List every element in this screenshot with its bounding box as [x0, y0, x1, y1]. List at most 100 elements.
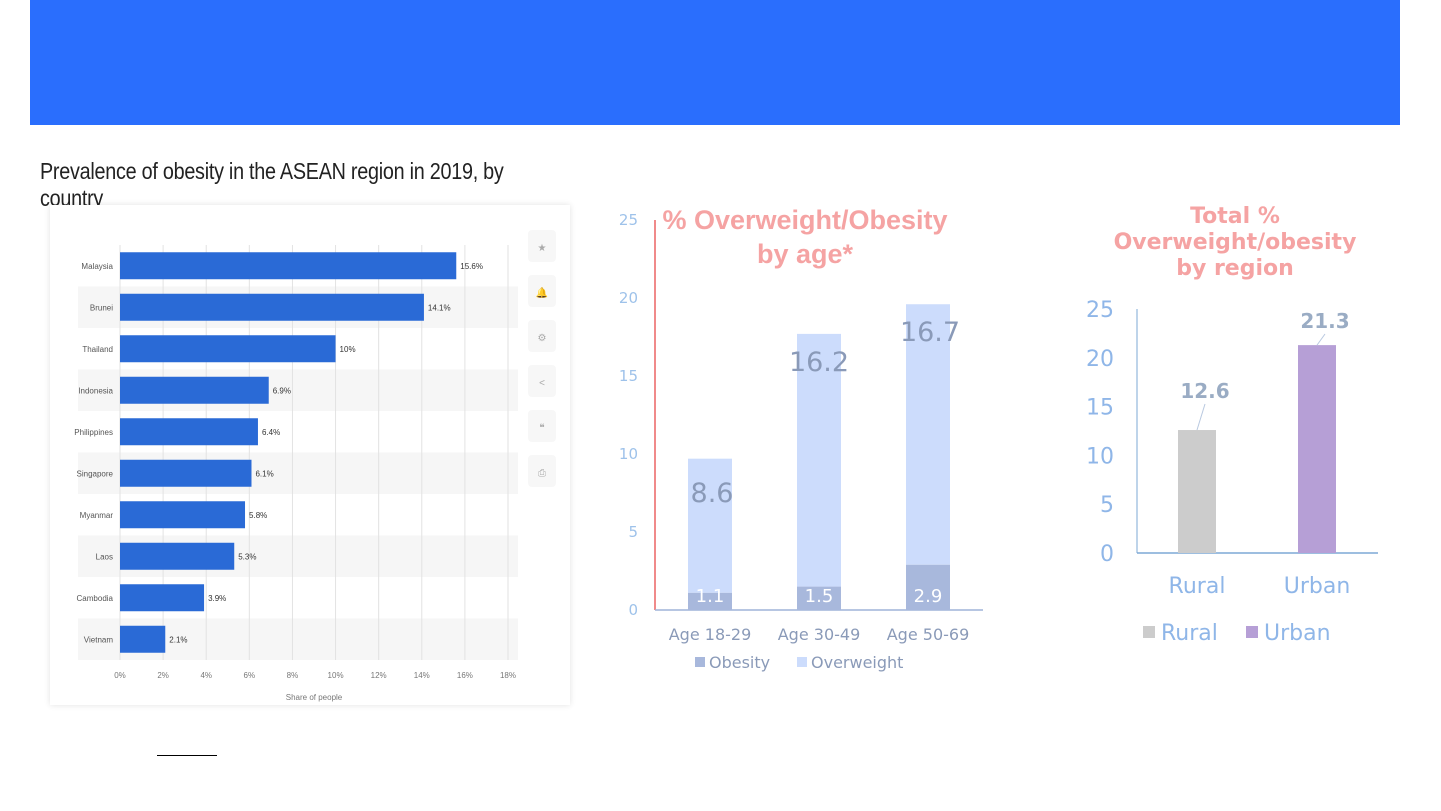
- toolbar-tile: [528, 365, 556, 397]
- overweight-value-label: 16.2: [789, 347, 849, 378]
- legend-swatch-urban: [1246, 626, 1258, 638]
- country-bar: [120, 335, 336, 363]
- bar-value-label: 5.8%: [249, 511, 267, 520]
- y-tick-label: 25: [619, 211, 638, 229]
- bar-value-label: 5.3%: [238, 552, 256, 561]
- country-bar: [120, 376, 269, 404]
- country-label: Cambodia: [77, 594, 114, 603]
- share-icon: <: [539, 378, 545, 389]
- country-label: Philippines: [74, 428, 113, 437]
- y-tick-label: 20: [1086, 347, 1114, 372]
- obesity-value-label: 2.9: [914, 586, 943, 607]
- bar-value-label: 2.1%: [169, 635, 187, 644]
- leader-line: [1196, 403, 1206, 431]
- overweight-value-label: 8.6: [691, 478, 734, 509]
- overweight-value-label: 16.7: [900, 317, 960, 348]
- y-tick-label: 5: [1100, 493, 1114, 518]
- y-tick-label: 20: [619, 289, 638, 307]
- bar-value-label: 6.9%: [273, 386, 291, 395]
- y-tick-label: 10: [619, 445, 638, 463]
- bar-value-label: 6.4%: [262, 428, 280, 437]
- country-label: Singapore: [77, 469, 114, 478]
- obesity-bar: [906, 564, 950, 610]
- country-bar: [120, 459, 252, 487]
- bar-value-label: 6.1%: [255, 469, 273, 478]
- y-tick-label: 15: [1086, 396, 1114, 421]
- x-tick-label: 18%: [500, 671, 516, 680]
- country-bar: [120, 501, 246, 529]
- country-bar: [120, 293, 424, 321]
- bar-value-label: 10%: [340, 345, 356, 354]
- toolbar-tile: [528, 275, 556, 307]
- toolbar-tile: [528, 230, 556, 262]
- toolbar-tile: [528, 410, 556, 442]
- leader-line: [1316, 333, 1326, 346]
- overweight-bar: [688, 458, 732, 593]
- overweight-bar: [906, 304, 950, 565]
- y-tick-label: 10: [1086, 444, 1114, 469]
- category-label: Urban: [1284, 574, 1351, 599]
- legend-swatch-rural: [1143, 626, 1155, 638]
- x-tick-label: 10%: [328, 671, 344, 680]
- y-tick-label: 25: [1086, 298, 1114, 323]
- x-tick-label: 0%: [114, 671, 126, 680]
- footnote-rule: [157, 755, 217, 756]
- country-label: Indonesia: [78, 386, 113, 395]
- obesity-value-label: 1.1: [696, 586, 725, 607]
- country-bar: [120, 584, 205, 612]
- category-label: Rural: [1169, 574, 1226, 599]
- country-label: Myanmar: [80, 511, 114, 520]
- x-tick-label: 6%: [244, 671, 256, 680]
- header-banner: [30, 0, 1400, 125]
- legend-label-urban: Urban: [1264, 621, 1331, 646]
- x-tick-label: 4%: [200, 671, 212, 680]
- category-label: Age 50-69: [887, 625, 970, 644]
- x-tick-label: 14%: [414, 671, 430, 680]
- legend-swatch-overweight: [797, 657, 807, 667]
- toolbar-tile: [528, 320, 556, 352]
- y-tick-label: 5: [628, 523, 638, 541]
- quote-icon: ❝: [539, 423, 544, 434]
- category-label: Age 18-29: [669, 625, 752, 644]
- country-label: Laos: [96, 552, 113, 561]
- country-label: Thailand: [82, 345, 113, 354]
- country-label: Vietnam: [84, 635, 114, 644]
- legend-label-overweight: Overweight: [811, 653, 903, 672]
- toolbar-tile: [528, 455, 556, 487]
- y-tick-label: 0: [628, 601, 638, 619]
- urban-bar: [1298, 345, 1336, 553]
- bar-value-label: 21.3: [1300, 309, 1349, 333]
- obesity-value-label: 1.5: [805, 586, 834, 607]
- bar-value-label: 12.6: [1180, 379, 1229, 403]
- country-bar: [120, 418, 258, 446]
- y-tick-label: 0: [1100, 542, 1114, 567]
- legend-label-obesity: Obesity: [709, 653, 770, 672]
- bell-icon: 🔔: [536, 287, 548, 299]
- x-tick-label: 8%: [287, 671, 299, 680]
- region-chart-title: Total % Overweight/obesity by region: [1113, 204, 1357, 281]
- overweight-bar: [797, 333, 841, 587]
- rural-bar: [1178, 430, 1216, 553]
- country-bar: [120, 625, 166, 653]
- star-icon: ★: [538, 243, 547, 254]
- country-label: Malaysia: [81, 262, 113, 271]
- y-tick-label: 15: [619, 367, 638, 385]
- x-tick-label: 2%: [157, 671, 169, 680]
- x-tick-label: 16%: [457, 671, 473, 680]
- print-icon: ⎙: [538, 468, 546, 479]
- legend-label-rural: Rural: [1161, 621, 1218, 646]
- bar-value-label: 14.1%: [428, 303, 451, 312]
- x-axis-label: Share of people: [286, 693, 343, 702]
- country-bar: [120, 542, 235, 570]
- legend-swatch-obesity: [695, 657, 705, 667]
- age-chart-title: % Overweight/Obesity by age*: [662, 205, 948, 269]
- obesity-bar: [797, 586, 841, 610]
- x-tick-label: 12%: [371, 671, 387, 680]
- category-label: Age 30-49: [778, 625, 861, 644]
- bar-value-label: 3.9%: [208, 594, 226, 603]
- country-label: Brunei: [90, 303, 113, 312]
- gear-icon: ⚙: [538, 333, 547, 344]
- obesity-bar: [688, 592, 732, 610]
- bar-value-label: 15.6%: [460, 262, 483, 271]
